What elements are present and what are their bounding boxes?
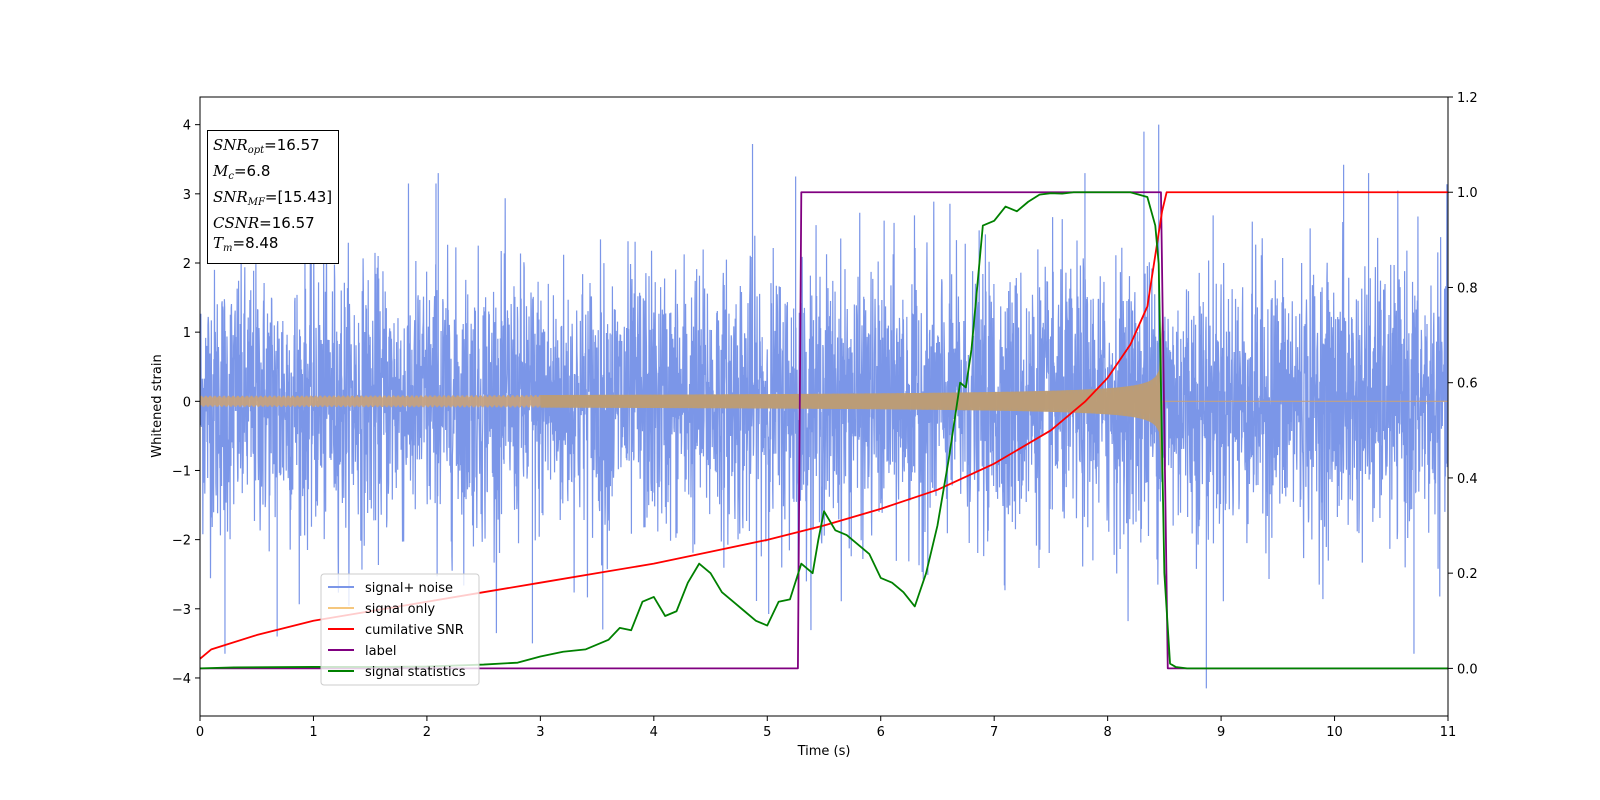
x-tick-label: 0	[196, 725, 204, 740]
x-tick-label: 8	[1103, 725, 1111, 740]
g-label-line	[200, 191, 1448, 670]
y-tick-label-left: 0	[183, 395, 191, 410]
series-label	[200, 191, 1448, 670]
y-axis-left: −4 −3 −2 −1 0 1 2 3 4	[172, 119, 200, 687]
x-axis: 0 1 2 3 4 5 6 7 8 9 10 11	[196, 716, 1456, 740]
x-tick-label: 11	[1440, 725, 1457, 740]
y-tick-label-right: 0.0	[1457, 662, 1478, 677]
y-tick-label-left: −4	[172, 672, 191, 687]
annotation-mc: Mc=6.8	[213, 162, 271, 182]
legend-frame	[320, 573, 480, 686]
annotation-tm: Tm=8.48	[213, 234, 279, 254]
x-tick-label: 10	[1326, 725, 1343, 740]
y-tick-label-left: 2	[183, 257, 191, 272]
y-tick-label-right: 0.8	[1457, 281, 1478, 296]
y-tick-label-left: 3	[183, 188, 191, 203]
x-tick-label: 1	[309, 725, 317, 740]
y-tick-label-left: −2	[172, 534, 191, 549]
y-tick-label-left: 1	[183, 326, 191, 341]
annotation-csnr: CSNR=16.57	[213, 214, 315, 232]
y-tick-label-right: 0.4	[1457, 472, 1478, 487]
x-tick-label: 2	[423, 725, 431, 740]
annotation-box: SNRopt=16.57 Mc=6.8 SNRMF=[15.43] CSNR=1…	[207, 130, 340, 264]
legend-entry: label	[365, 644, 396, 659]
y-axis-right: 0.0 0.2 0.4 0.6 0.8 1.0 1.2	[1448, 91, 1478, 677]
plot-frame	[199, 96, 1449, 717]
y-tick-label-left: −1	[172, 464, 191, 479]
y-tick-label-right: 1.2	[1457, 91, 1478, 106]
y-tick-label-right: 0.2	[1457, 567, 1478, 582]
legend-entry: cumilative SNR	[365, 623, 464, 638]
x-tick-label: 5	[763, 725, 771, 740]
y-tick-label-left: 4	[183, 119, 191, 134]
x-tick-label: 7	[990, 725, 998, 740]
legend-entry: signal statistics	[365, 665, 466, 680]
y-tick-label-left: −3	[172, 603, 191, 618]
series-signal-only	[200, 317, 1448, 485]
y-tick-label-right: 0.6	[1457, 377, 1478, 392]
legend: signal+ noise signal only cumilative SNR la…	[320, 573, 480, 686]
g-stat-line	[200, 191, 1448, 670]
x-tick-label: 3	[536, 725, 544, 740]
y-tick-label-right: 1.0	[1457, 186, 1478, 201]
series-signal-statistics	[200, 191, 1448, 670]
legend-entry: signal only	[365, 602, 435, 617]
x-tick-label: 4	[650, 725, 658, 740]
x-tick-label: 6	[877, 725, 885, 740]
annotation-snr-mf: SNRMF=[15.43]	[213, 188, 333, 208]
x-axis-label: Time (s)	[797, 744, 851, 759]
annotation-snr-opt: SNRopt=16.57	[213, 136, 320, 156]
x-tick-label: 9	[1217, 725, 1225, 740]
legend-entry: signal+ noise	[365, 581, 453, 596]
signal-only-envelope	[540, 317, 1162, 485]
y-axis-label-left: Whitened strain	[150, 354, 165, 457]
